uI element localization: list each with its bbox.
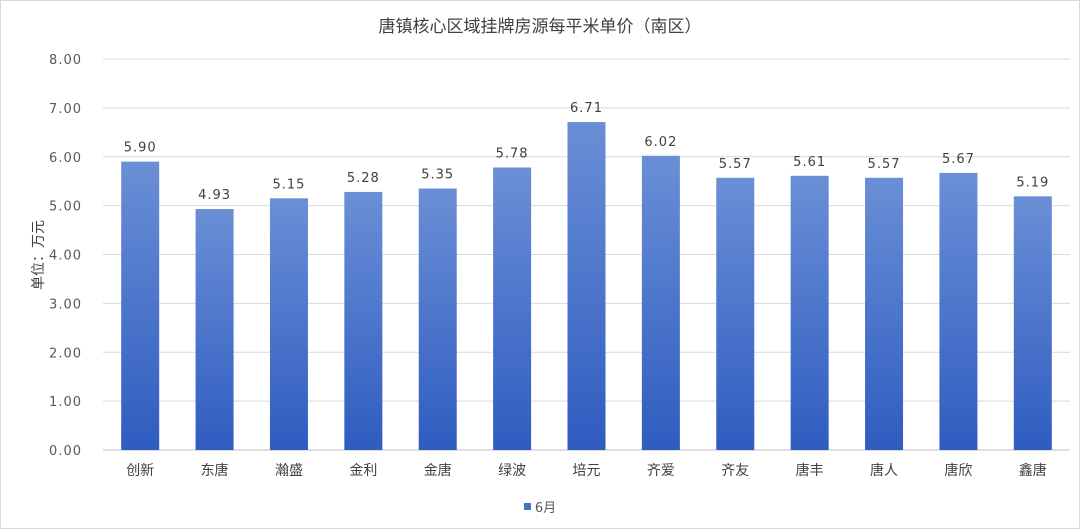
data-label: 6.02 [644, 135, 677, 150]
x-tick-label: 金利 [349, 463, 377, 479]
bar [790, 175, 829, 450]
x-tick-label: 唐欣 [944, 462, 972, 479]
x-tick-label: 唐丰 [796, 462, 824, 479]
chart-title: 唐镇核心区域挂牌房源每平米单价（南区） [378, 17, 702, 37]
bar [418, 188, 457, 451]
bar [865, 177, 904, 451]
data-label: 5.35 [421, 168, 454, 183]
x-tick-label: 培元 [573, 463, 601, 479]
bar [641, 155, 680, 450]
y-tick-label: 5.00 [49, 200, 82, 215]
y-tick-label: 6.00 [49, 151, 82, 166]
x-tick-label: 东唐 [201, 462, 229, 479]
data-label: 5.19 [1016, 175, 1049, 190]
data-label: 5.90 [124, 141, 157, 156]
y-tick-label: 2.00 [49, 346, 82, 361]
data-label: 5.61 [793, 155, 826, 170]
legend: 6月 [0, 497, 1080, 516]
x-tick-label: 唐人 [870, 462, 898, 479]
data-label: 4.93 [198, 188, 231, 203]
legend-swatch [523, 503, 531, 510]
legend-label: 6月 [534, 501, 557, 516]
bar [195, 209, 234, 450]
bar [121, 161, 160, 450]
y-tick-label: 0.00 [49, 444, 82, 459]
data-label: 6.71 [570, 101, 603, 116]
data-label: 5.78 [496, 147, 529, 162]
x-tick-label: 齐友 [721, 463, 749, 479]
data-label: 5.15 [272, 177, 305, 192]
data-label: 5.28 [347, 171, 380, 186]
data-label: 5.57 [868, 157, 901, 172]
bar [344, 191, 383, 450]
x-tick-label: 创新 [126, 463, 154, 479]
y-tick-label: 3.00 [49, 297, 82, 312]
x-tick-label: 瀚盛 [275, 463, 303, 479]
x-tick-label: 鑫唐 [1019, 462, 1047, 479]
x-tick-label: 金唐 [424, 462, 452, 479]
bar [269, 198, 308, 450]
x-tick-label: 绿波 [498, 463, 526, 479]
y-tick-label: 4.00 [49, 249, 82, 264]
y-tick-label: 8.00 [49, 53, 82, 68]
bar [567, 122, 606, 450]
bar [1013, 196, 1052, 450]
bar [493, 167, 532, 450]
x-tick-label: 齐爱 [647, 463, 675, 479]
data-label: 5.57 [719, 157, 752, 172]
bar [716, 177, 755, 451]
bar [939, 172, 978, 450]
y-tick-label: 7.00 [49, 102, 82, 117]
data-label: 5.67 [942, 152, 975, 167]
y-tick-label: 1.00 [49, 395, 82, 410]
